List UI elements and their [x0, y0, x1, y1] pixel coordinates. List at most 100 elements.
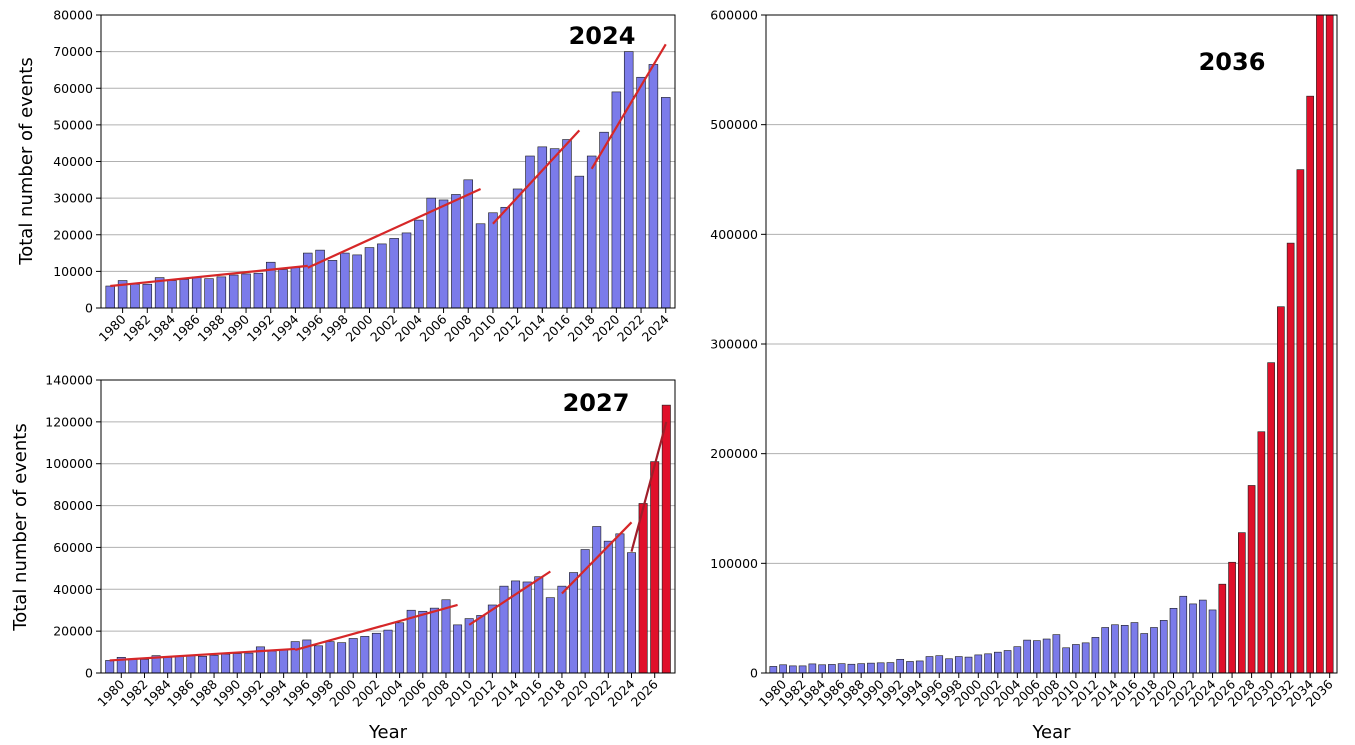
bar	[279, 649, 289, 673]
bar	[964, 656, 973, 673]
bar	[476, 615, 486, 673]
bar	[808, 663, 817, 673]
chart-title: 2036	[1199, 48, 1266, 76]
x-tick-label: 2012	[491, 312, 524, 345]
bar	[174, 656, 184, 673]
bar	[265, 261, 276, 308]
bar	[179, 279, 190, 308]
bar	[221, 653, 231, 673]
bar	[1101, 627, 1109, 673]
trend-line	[110, 264, 308, 288]
bar	[163, 657, 173, 673]
bar	[592, 526, 602, 673]
bars	[105, 404, 671, 673]
bar	[290, 267, 301, 308]
bar	[511, 580, 521, 673]
bar	[406, 609, 416, 673]
bar	[954, 656, 963, 673]
x-tick-label: 2008	[441, 311, 474, 344]
x-tick-label: 2006	[417, 311, 450, 344]
y-tick-label: 40000	[53, 582, 93, 597]
bar	[313, 645, 323, 673]
x-tick-label: 2020	[589, 311, 622, 344]
bar	[896, 658, 905, 673]
bar	[426, 197, 436, 308]
bar	[389, 238, 399, 308]
y-tick-label: 0	[85, 666, 93, 681]
y-tick-label: 600000	[710, 8, 758, 23]
y-axis-label: Total number of events	[16, 57, 37, 265]
bar	[562, 139, 572, 308]
bar	[1042, 638, 1051, 673]
bar	[315, 249, 325, 308]
bar	[660, 97, 671, 308]
bar	[418, 610, 428, 673]
bar	[352, 254, 362, 308]
bar	[453, 624, 463, 673]
trend-line	[468, 570, 551, 626]
bar	[994, 651, 1002, 673]
bar	[303, 252, 313, 308]
bar	[186, 654, 196, 673]
bar	[1033, 640, 1041, 673]
bar	[1091, 637, 1100, 673]
y-tick-label: 80000	[53, 8, 93, 23]
x-axis-label: Year	[368, 722, 408, 743]
bar	[1325, 15, 1334, 673]
plot-frame	[100, 14, 676, 309]
bar	[876, 662, 885, 673]
bar	[364, 247, 375, 308]
y-tick-label: 10000	[53, 264, 93, 279]
chart-title: 2027	[563, 389, 630, 417]
bar	[395, 622, 405, 673]
bars	[769, 15, 1334, 673]
x-tick-label: 2022	[614, 312, 647, 345]
bar	[1150, 627, 1158, 673]
x-tick-label: 2024	[639, 311, 672, 344]
y-tick-label: 40000	[53, 154, 93, 169]
x-tick-label: 2000	[343, 311, 376, 344]
bar	[1179, 595, 1188, 673]
bar	[360, 636, 370, 673]
bar	[451, 194, 461, 308]
y-tick-label: 0	[85, 301, 93, 316]
bar	[204, 278, 214, 308]
bar	[191, 276, 202, 308]
bar	[327, 260, 338, 308]
bar	[429, 607, 439, 673]
x-tick-label: 1994	[268, 311, 301, 344]
y-tick-label: 200000	[710, 446, 758, 461]
bar	[441, 599, 451, 673]
x-tick-label: 1982	[120, 312, 153, 345]
bar	[167, 280, 177, 308]
trend-line	[492, 129, 581, 225]
bar	[1286, 242, 1295, 673]
bar	[130, 283, 140, 308]
bar	[1130, 622, 1139, 673]
bar	[475, 223, 486, 308]
bar	[140, 659, 149, 673]
bar	[209, 654, 219, 673]
bar	[290, 641, 300, 673]
bar	[828, 664, 836, 673]
bar	[325, 641, 335, 673]
bar	[253, 272, 264, 308]
bar	[1306, 95, 1314, 673]
bar	[1257, 431, 1266, 673]
x-tick-label: 1990	[219, 311, 252, 344]
bar	[500, 206, 511, 308]
bar	[623, 51, 634, 308]
bar	[241, 273, 251, 308]
y-tick-label: 100000	[710, 556, 758, 571]
bar	[537, 146, 548, 308]
bar	[984, 653, 992, 673]
bar	[1267, 362, 1275, 673]
bar	[337, 642, 347, 673]
bar	[557, 585, 567, 673]
bar	[105, 285, 116, 308]
bar	[650, 461, 660, 673]
y-tick-label: 70000	[53, 44, 93, 59]
bars	[105, 51, 671, 308]
y-tick-label: 30000	[53, 191, 93, 206]
bar	[1277, 306, 1285, 673]
